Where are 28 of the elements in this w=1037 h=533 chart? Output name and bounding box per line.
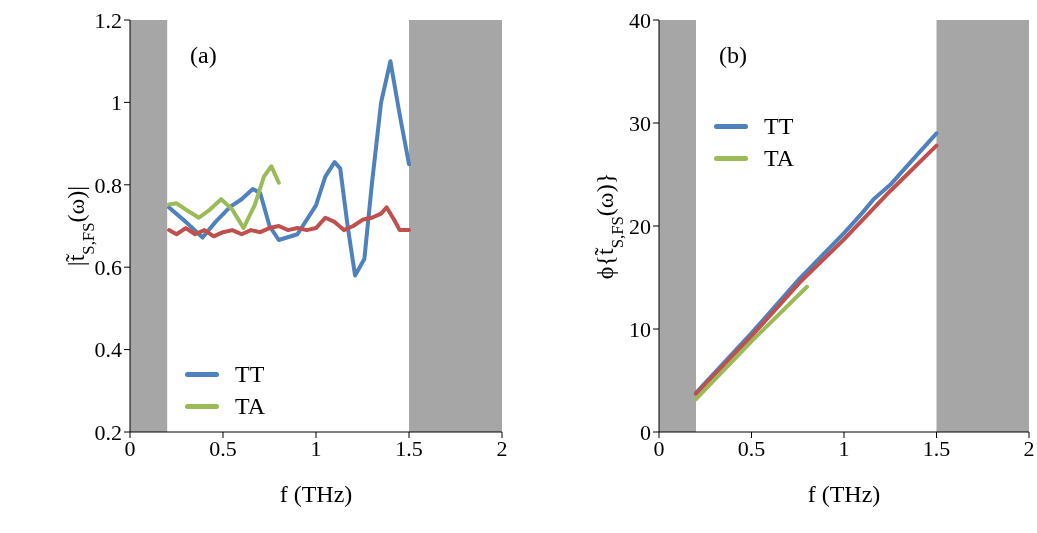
y-tick-label: 0.4 xyxy=(94,337,122,363)
x-tick-label: 1.5 xyxy=(922,435,951,461)
x-tick-label: 0.5 xyxy=(209,435,237,461)
y-tick-label: 0.2 xyxy=(94,419,122,445)
x-tick-label: 1.5 xyxy=(395,435,423,461)
y-tick-label: 30 xyxy=(629,110,651,136)
x-axis-title: f (THz) xyxy=(807,481,881,507)
x-tick-label: 2 xyxy=(1023,435,1035,461)
annotation: (a) xyxy=(190,42,217,69)
y-tick-label: 0 xyxy=(640,419,651,445)
y-tick-label: 40 xyxy=(629,7,651,33)
y-tick-label: 1 xyxy=(111,90,122,116)
legend-label: TA xyxy=(235,392,266,420)
line-series xyxy=(167,164,281,231)
legend-label: TA xyxy=(764,144,795,172)
x-axis-title: f (THz) xyxy=(279,481,353,507)
y-tick-label: 10 xyxy=(629,316,651,342)
x-tick-label: 2 xyxy=(496,435,508,461)
y-tick-label: 20 xyxy=(629,213,651,239)
line-series xyxy=(167,205,411,239)
legend-label: TT xyxy=(235,360,265,388)
y-tick-label: 0.8 xyxy=(94,172,122,198)
annotation: (b) xyxy=(719,42,747,69)
y-tick-label: 1.2 xyxy=(94,7,122,33)
x-tick-label: 1 xyxy=(838,435,850,461)
x-tick-label: 1 xyxy=(310,435,322,461)
legend-label: TT xyxy=(764,112,794,140)
x-tick-label: 0.5 xyxy=(737,435,766,461)
